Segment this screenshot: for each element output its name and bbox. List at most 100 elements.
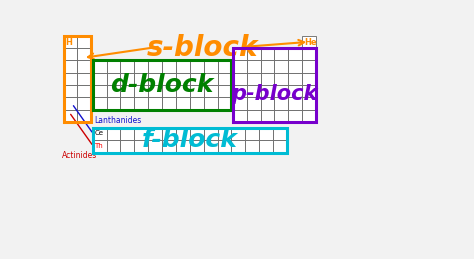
Bar bbox=[245, 140, 259, 153]
Bar bbox=[231, 140, 245, 153]
Text: p-block: p-block bbox=[231, 84, 318, 104]
Bar bbox=[259, 128, 273, 140]
Bar bbox=[233, 110, 247, 122]
Bar bbox=[274, 97, 288, 110]
Bar bbox=[134, 97, 148, 110]
Bar bbox=[93, 128, 287, 153]
Bar bbox=[288, 60, 302, 73]
Bar bbox=[77, 60, 91, 73]
Bar bbox=[64, 48, 77, 60]
Bar bbox=[107, 73, 120, 85]
Bar bbox=[93, 97, 107, 110]
Bar bbox=[302, 73, 316, 85]
Bar bbox=[288, 97, 302, 110]
Bar bbox=[162, 140, 176, 153]
Bar bbox=[120, 85, 134, 97]
Bar bbox=[218, 60, 231, 73]
Bar bbox=[190, 128, 204, 140]
Bar bbox=[120, 60, 134, 73]
Bar bbox=[204, 97, 218, 110]
Bar bbox=[134, 60, 148, 73]
Bar bbox=[261, 60, 274, 73]
Bar bbox=[233, 85, 247, 97]
Bar bbox=[302, 110, 316, 122]
Bar bbox=[288, 48, 302, 60]
Bar bbox=[64, 60, 77, 73]
Text: Th: Th bbox=[94, 143, 103, 149]
Bar bbox=[93, 60, 107, 73]
Text: s-block: s-block bbox=[147, 34, 259, 62]
Bar bbox=[107, 60, 120, 73]
Bar bbox=[64, 97, 77, 110]
Bar bbox=[134, 73, 148, 85]
Bar bbox=[120, 140, 134, 153]
Bar bbox=[77, 48, 91, 60]
Bar bbox=[107, 128, 120, 140]
Bar bbox=[274, 110, 288, 122]
Bar bbox=[77, 85, 91, 97]
Bar bbox=[162, 85, 176, 97]
Bar bbox=[247, 48, 261, 60]
Bar bbox=[204, 140, 218, 153]
Bar bbox=[259, 140, 273, 153]
Bar bbox=[93, 73, 107, 85]
Bar bbox=[302, 97, 316, 110]
Bar bbox=[204, 60, 218, 73]
Bar bbox=[176, 128, 190, 140]
Bar bbox=[233, 60, 247, 73]
Bar bbox=[162, 73, 176, 85]
Bar bbox=[134, 128, 148, 140]
Bar bbox=[148, 140, 162, 153]
Bar bbox=[120, 73, 134, 85]
Bar bbox=[148, 128, 162, 140]
Bar bbox=[107, 97, 120, 110]
Bar bbox=[93, 128, 107, 140]
Bar bbox=[77, 73, 91, 85]
Bar bbox=[233, 48, 247, 60]
Text: Ce: Ce bbox=[94, 131, 103, 136]
Bar bbox=[190, 85, 204, 97]
Bar bbox=[273, 140, 287, 153]
Bar bbox=[148, 73, 162, 85]
Bar bbox=[107, 85, 120, 97]
Bar bbox=[190, 140, 204, 153]
Bar bbox=[261, 73, 274, 85]
Text: d-block: d-block bbox=[110, 73, 214, 97]
Bar bbox=[288, 73, 302, 85]
Bar bbox=[148, 97, 162, 110]
Bar bbox=[261, 110, 274, 122]
Bar bbox=[120, 128, 134, 140]
Bar bbox=[134, 85, 148, 97]
Bar bbox=[247, 110, 261, 122]
Bar bbox=[288, 110, 302, 122]
Bar bbox=[233, 97, 247, 110]
Bar bbox=[190, 73, 204, 85]
Bar bbox=[233, 73, 247, 85]
Bar bbox=[288, 85, 302, 97]
Bar bbox=[148, 60, 162, 73]
Bar bbox=[302, 60, 316, 73]
Bar bbox=[302, 48, 316, 60]
Bar bbox=[247, 85, 261, 97]
Bar bbox=[190, 60, 204, 73]
Text: f-block: f-block bbox=[142, 128, 238, 152]
Text: Lanthanides: Lanthanides bbox=[94, 116, 142, 125]
Bar bbox=[93, 60, 231, 110]
Bar bbox=[64, 85, 77, 97]
Bar bbox=[231, 128, 245, 140]
Bar bbox=[274, 85, 288, 97]
Bar bbox=[218, 140, 231, 153]
Bar bbox=[233, 48, 316, 122]
Bar bbox=[247, 73, 261, 85]
Bar bbox=[162, 128, 176, 140]
Bar bbox=[247, 97, 261, 110]
Bar bbox=[261, 48, 274, 60]
Bar bbox=[64, 110, 77, 122]
Bar bbox=[274, 60, 288, 73]
Bar bbox=[274, 48, 288, 60]
Bar bbox=[245, 128, 259, 140]
Bar bbox=[162, 60, 176, 73]
Bar bbox=[218, 85, 231, 97]
Bar bbox=[162, 97, 176, 110]
Bar bbox=[218, 73, 231, 85]
